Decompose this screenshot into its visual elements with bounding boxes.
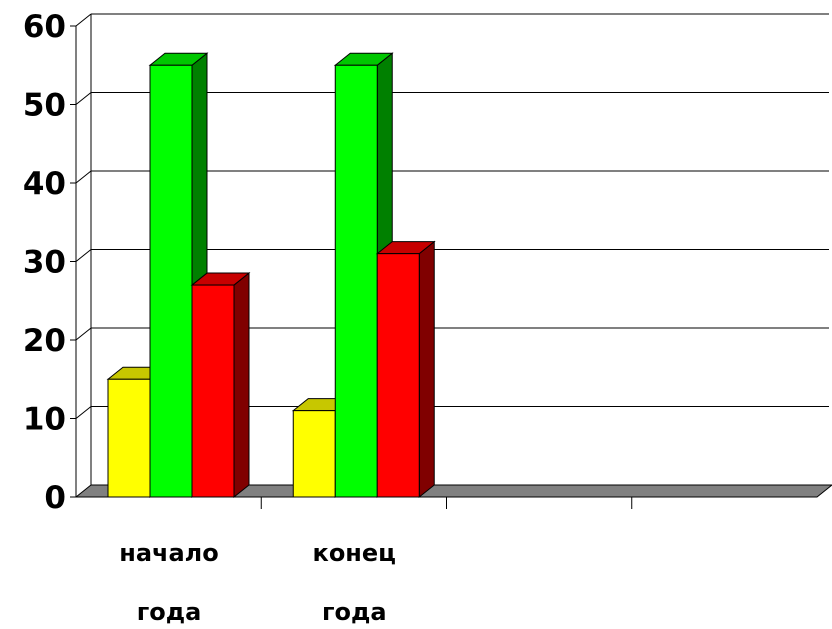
- gridline-side: [75, 92, 92, 105]
- x-tick-label: года: [137, 598, 202, 626]
- x-tick-label: конец: [313, 539, 396, 567]
- bar-front: [149, 64, 193, 498]
- value-axis: 0 10 20 30 40 50 60: [23, 9, 817, 516]
- y-tick-label: 20: [23, 323, 66, 359]
- gridline-side: [75, 13, 92, 27]
- y-tick-label: 0: [44, 480, 66, 516]
- bars: [106, 52, 436, 499]
- gridline-side: [75, 170, 92, 184]
- y-tick-label: 50: [23, 88, 66, 124]
- bar: [190, 272, 251, 499]
- category-labels: начало года конец года: [119, 539, 396, 626]
- bar-front: [376, 253, 420, 498]
- y-tick-label: 30: [23, 245, 66, 281]
- bar-front: [334, 64, 378, 498]
- bar-front: [292, 410, 336, 498]
- y-tick-label: 10: [23, 402, 66, 438]
- bar: [375, 240, 436, 499]
- y-tick-label: 60: [23, 9, 66, 45]
- gridline-side: [75, 406, 92, 419]
- bar-front: [191, 284, 235, 498]
- x-tick-label: года: [322, 598, 387, 626]
- gridline-side: [75, 249, 92, 262]
- bar-side: [233, 272, 250, 499]
- bar-front: [107, 378, 151, 498]
- bar-side: [418, 240, 435, 499]
- x-tick-label: начало: [119, 539, 219, 567]
- y-tick-label: 40: [23, 166, 66, 202]
- gridline-side: [75, 327, 92, 341]
